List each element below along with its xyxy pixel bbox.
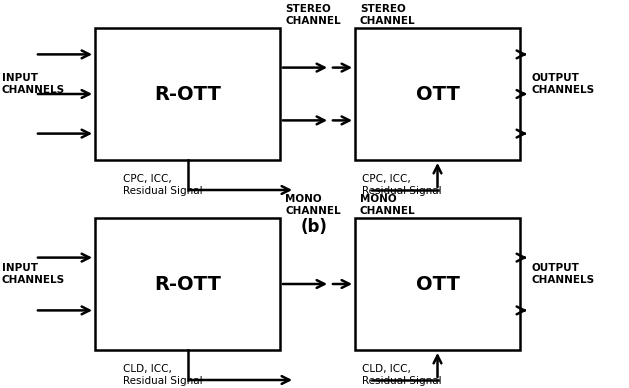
Text: STEREO
CHANNEL: STEREO CHANNEL (360, 4, 416, 26)
Text: CLD, ICC,
Residual Signal: CLD, ICC, Residual Signal (123, 364, 203, 386)
Text: CLD, ICC,
Residual Signal: CLD, ICC, Residual Signal (362, 364, 441, 386)
Bar (355, 218, 520, 350)
Text: CPC, ICC,
Residual Signal: CPC, ICC, Residual Signal (362, 174, 441, 196)
Text: OTT: OTT (416, 274, 459, 293)
Text: STEREO
CHANNEL: STEREO CHANNEL (285, 4, 341, 26)
Bar (355, 28, 520, 160)
Text: OUTPUT
CHANNELS: OUTPUT CHANNELS (532, 73, 595, 95)
Bar (95, 28, 280, 160)
Text: R-OTT: R-OTT (154, 85, 221, 104)
Text: MONO
CHANNEL: MONO CHANNEL (285, 194, 341, 216)
Text: CPC, ICC,
Residual Signal: CPC, ICC, Residual Signal (123, 174, 203, 196)
Bar (95, 218, 280, 350)
Text: OUTPUT
CHANNELS: OUTPUT CHANNELS (532, 263, 595, 285)
Text: INPUT
CHANNELS: INPUT CHANNELS (2, 73, 65, 95)
Text: MONO
CHANNEL: MONO CHANNEL (360, 194, 416, 216)
Text: R-OTT: R-OTT (154, 274, 221, 293)
Text: OTT: OTT (416, 85, 459, 104)
Text: INPUT
CHANNELS: INPUT CHANNELS (2, 263, 65, 285)
Text: (b): (b) (301, 218, 328, 236)
